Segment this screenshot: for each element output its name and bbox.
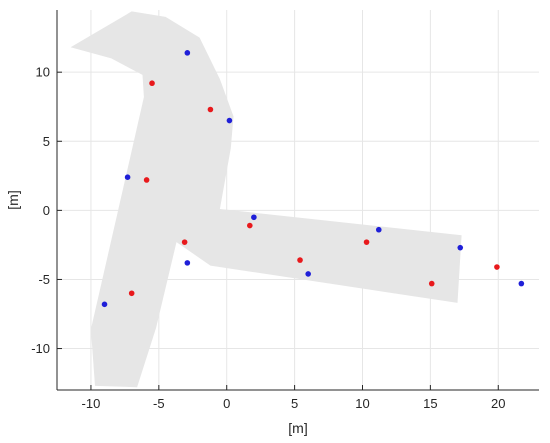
data-point-series-1 (181, 239, 188, 245)
data-point-series-2 (184, 50, 191, 56)
data-point-series-2 (124, 174, 131, 180)
coverage-area (70, 11, 462, 388)
data-point-series-2 (101, 301, 108, 308)
x-tick-label: 15 (423, 396, 437, 411)
x-tick-label: 20 (491, 396, 505, 411)
data-point-series-2 (184, 260, 191, 266)
x-tick-label: -10 (82, 396, 101, 411)
x-tick-label: -5 (153, 396, 165, 411)
y-tick-label: -5 (38, 272, 50, 287)
data-point-series-1 (428, 280, 435, 287)
data-point-series-1 (363, 239, 370, 245)
data-point-series-2 (305, 271, 311, 277)
data-points (101, 50, 525, 308)
data-point-series-2 (375, 226, 382, 233)
axes (56, 10, 539, 391)
y-axis-label: [m] (5, 190, 21, 209)
y-tick-label: -10 (31, 341, 50, 356)
data-point-series-1 (128, 290, 135, 297)
coverage-region (70, 11, 462, 388)
x-axis-label: [m] (288, 420, 307, 436)
data-point-series-1 (207, 106, 214, 113)
x-tick-label: 10 (355, 396, 369, 411)
data-point-series-2 (226, 117, 233, 124)
data-point-series-1 (297, 257, 303, 263)
data-point-series-1 (149, 80, 155, 87)
x-tick-label: 5 (291, 396, 298, 411)
y-tick-label: 0 (43, 203, 50, 218)
data-point-series-1 (494, 264, 500, 270)
y-tick-label: 5 (43, 134, 50, 149)
data-point-series-2 (457, 244, 464, 251)
data-point-series-1 (247, 222, 253, 229)
data-point-series-2 (518, 280, 525, 287)
y-tick-label: 10 (36, 65, 50, 80)
data-point-series-1 (143, 177, 150, 183)
data-point-series-2 (251, 214, 257, 221)
x-tick-label: 0 (223, 396, 230, 411)
tick-labels: -10 -5 0 5 10 15 20 -10 -5 0 5 10 (31, 65, 505, 411)
